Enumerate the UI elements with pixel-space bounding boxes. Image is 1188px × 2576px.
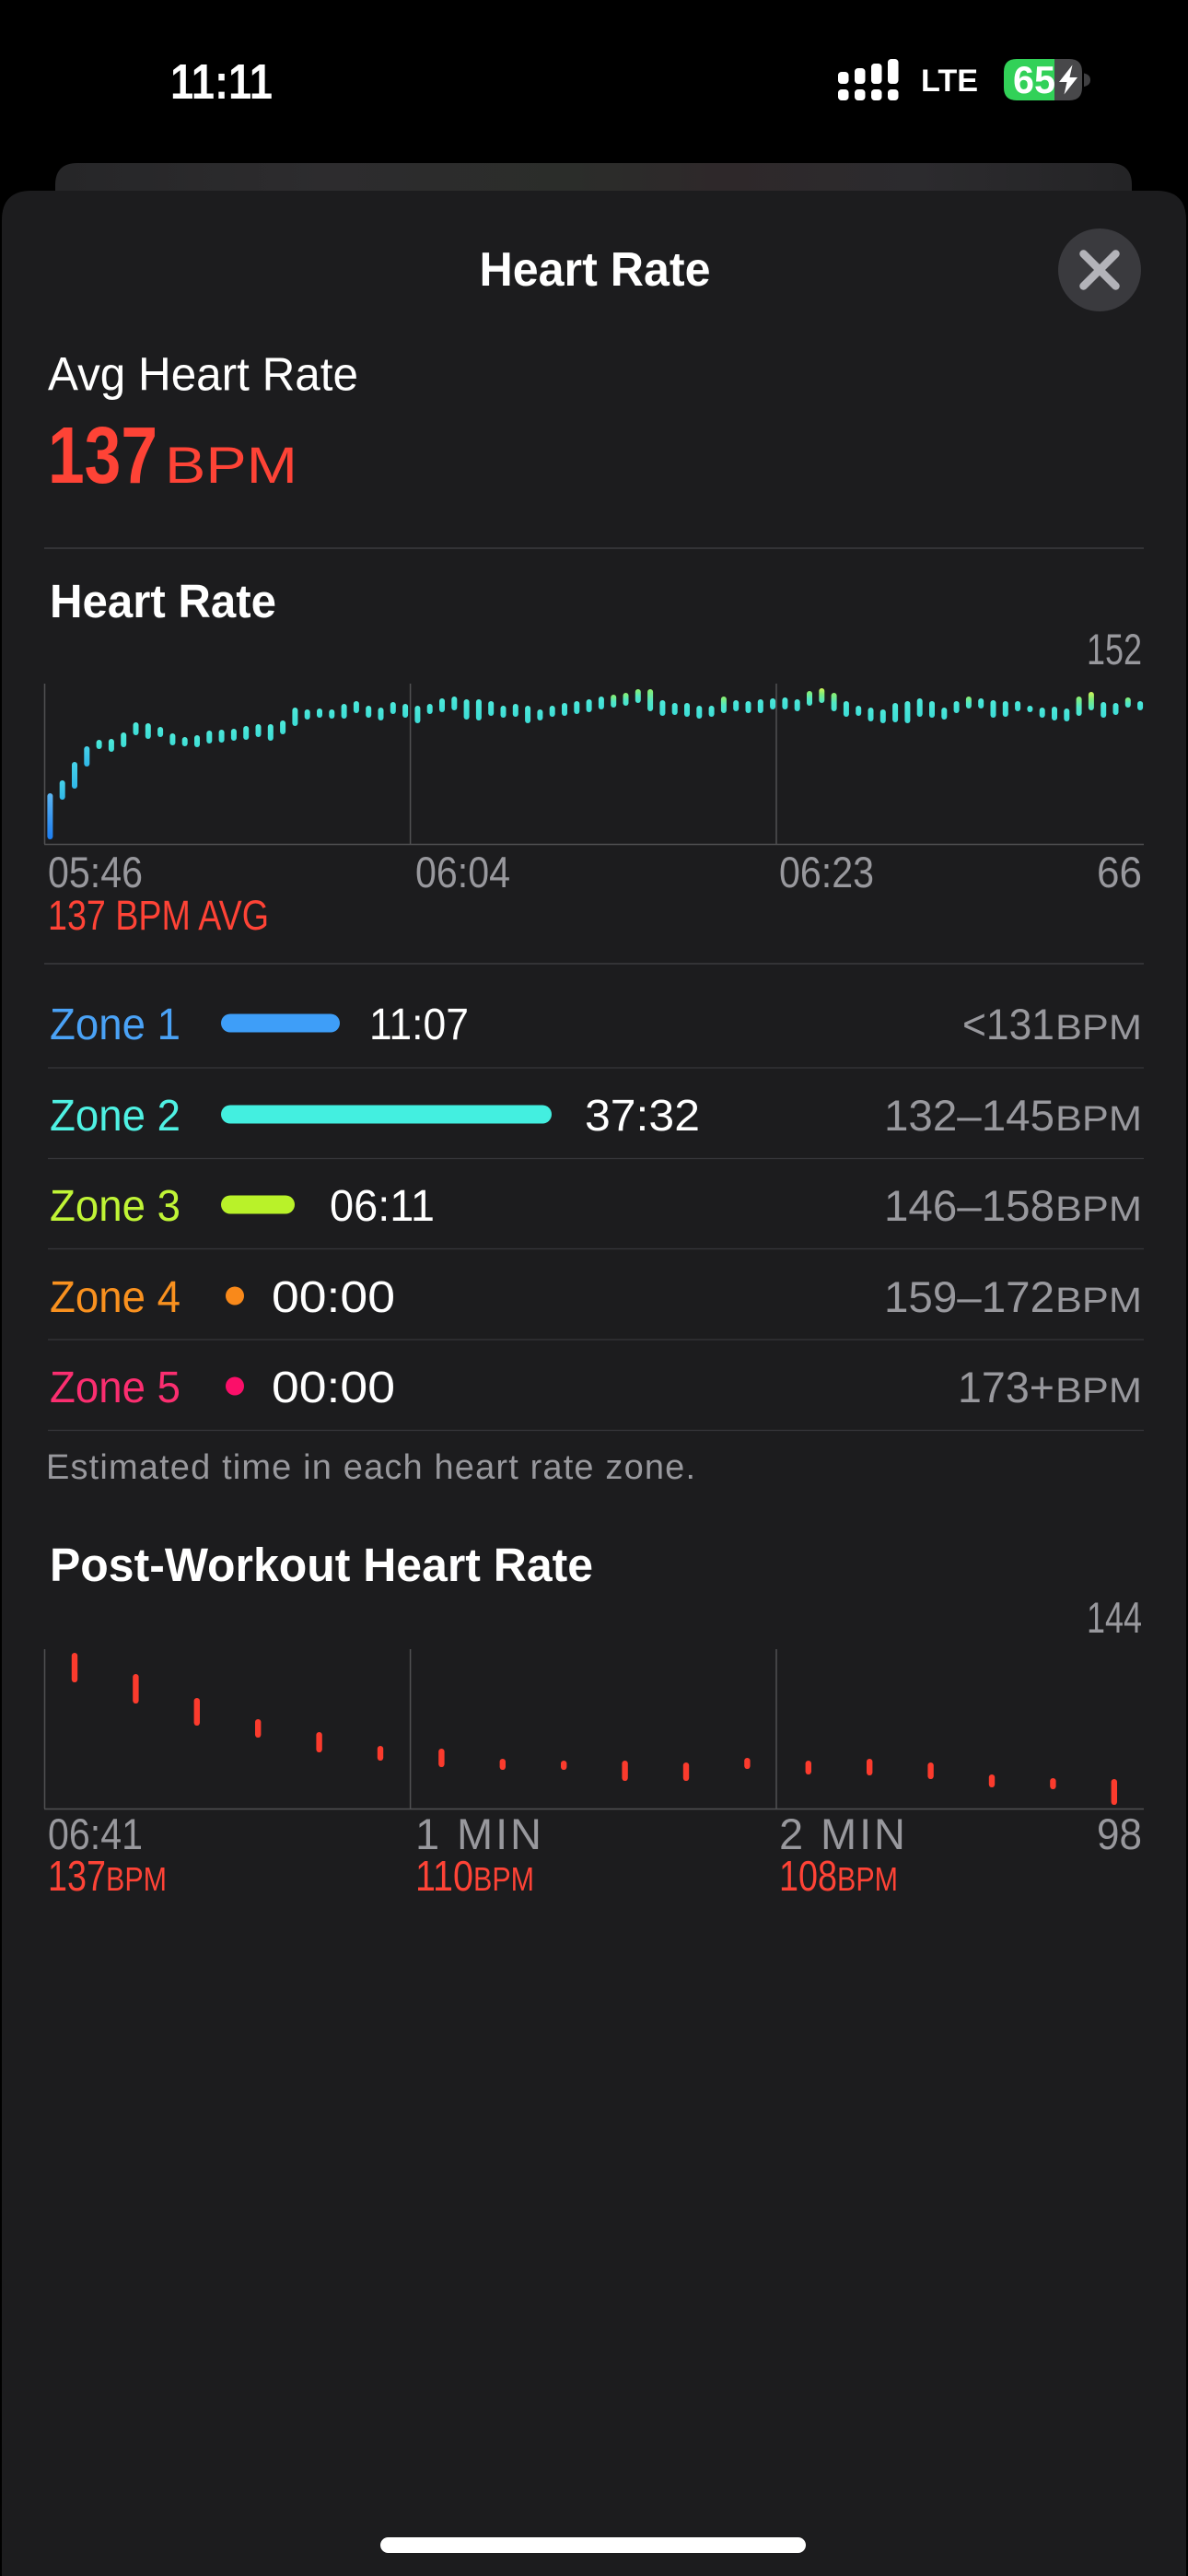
- svg-text:06:23: 06:23: [779, 848, 874, 896]
- svg-text:00:00: 00:00: [272, 1364, 395, 1412]
- svg-text:98: 98: [1097, 1809, 1142, 1858]
- svg-text:144: 144: [1087, 1593, 1142, 1642]
- svg-text:06:04: 06:04: [415, 848, 510, 896]
- svg-text:Zone 4: Zone 4: [50, 1273, 181, 1322]
- svg-text:173+: 173+: [958, 1363, 1054, 1411]
- svg-text:BPM: BPM: [106, 1860, 167, 1898]
- svg-text:Zone 3: Zone 3: [50, 1182, 181, 1231]
- svg-text:LTE: LTE: [921, 64, 978, 99]
- svg-text:Zone 1: Zone 1: [50, 1001, 181, 1049]
- svg-text:BPM: BPM: [837, 1860, 898, 1898]
- svg-text:137: 137: [48, 1852, 106, 1900]
- svg-text:06:11: 06:11: [330, 1182, 435, 1231]
- svg-text:BPM: BPM: [1055, 1190, 1142, 1229]
- svg-text:11:11: 11:11: [170, 54, 273, 110]
- svg-text:Heart Rate: Heart Rate: [480, 243, 711, 297]
- svg-text:BPM: BPM: [1055, 1372, 1142, 1411]
- svg-text:Avg Heart Rate: Avg Heart Rate: [48, 348, 358, 401]
- svg-text:BPM: BPM: [1055, 1100, 1142, 1139]
- svg-text:66: 66: [1097, 848, 1142, 896]
- svg-text:Zone 5: Zone 5: [50, 1364, 181, 1412]
- svg-text:37:32: 37:32: [585, 1092, 700, 1141]
- svg-text:BPM: BPM: [473, 1860, 534, 1898]
- svg-text:<131: <131: [962, 1000, 1054, 1048]
- svg-text:159–172: 159–172: [884, 1272, 1054, 1321]
- svg-text:Post-Workout Heart Rate: Post-Workout Heart Rate: [50, 1539, 593, 1591]
- svg-text:108: 108: [779, 1852, 837, 1900]
- svg-text:152: 152: [1087, 625, 1142, 673]
- svg-text:2 MIN: 2 MIN: [779, 1809, 905, 1858]
- svg-text:132–145: 132–145: [884, 1091, 1054, 1140]
- svg-text:146–158: 146–158: [884, 1181, 1054, 1230]
- svg-text:Heart Rate: Heart Rate: [50, 575, 276, 627]
- svg-text:05:46: 05:46: [48, 848, 143, 896]
- svg-text:Zone 2: Zone 2: [50, 1092, 181, 1141]
- svg-text:BPM: BPM: [165, 436, 297, 494]
- svg-text:11:07: 11:07: [369, 1001, 469, 1049]
- svg-text:Estimated time in each heart r: Estimated time in each heart rate zone.: [46, 1448, 695, 1487]
- svg-text:110: 110: [415, 1852, 473, 1900]
- svg-text:137 BPM AVG: 137 BPM AVG: [48, 892, 269, 939]
- svg-text:1 MIN: 1 MIN: [415, 1809, 542, 1858]
- svg-text:BPM: BPM: [1055, 1009, 1142, 1048]
- svg-text:00:00: 00:00: [272, 1273, 395, 1322]
- svg-text:BPM: BPM: [1055, 1282, 1142, 1320]
- svg-text:06:41: 06:41: [48, 1809, 143, 1858]
- svg-text:137: 137: [48, 411, 157, 500]
- svg-text:65: 65: [1013, 58, 1055, 101]
